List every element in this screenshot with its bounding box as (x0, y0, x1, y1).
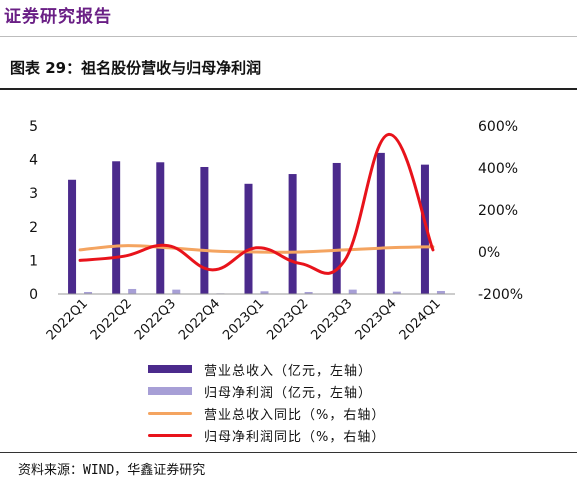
category-label: 2022Q4 (176, 296, 223, 343)
revenue-bar (288, 174, 297, 294)
report-header: 证券研究报告 (4, 7, 112, 27)
left-tick-label: 4 (29, 153, 38, 169)
legend-swatch-revenue-yoy (148, 411, 192, 415)
title-divider (0, 88, 577, 90)
left-tick-label: 3 (29, 186, 38, 202)
header-divider (0, 36, 577, 37)
net-profit-bar (260, 291, 269, 294)
source-note: 资料来源：WIND，华鑫证券研究 (18, 463, 206, 478)
legend-label: 归母净利润同比（%，右轴） (204, 429, 386, 445)
legend-swatch-net-profit (148, 387, 192, 395)
footer-divider (0, 452, 577, 453)
revenue-bar (112, 161, 121, 294)
net-profit-bar (128, 288, 137, 294)
net-profit-bar (348, 289, 357, 294)
category-label: 2023Q2 (264, 296, 311, 343)
category-label: 2024Q1 (397, 296, 444, 343)
revenue-bar (156, 162, 165, 294)
legend-item: 营业总收入同比（%，右轴） (148, 402, 385, 424)
left-tick-label: 0 (29, 287, 38, 303)
category-label: 2022Q2 (88, 296, 135, 343)
revenue-bar (420, 164, 429, 294)
revenue-bar (244, 183, 253, 294)
left-tick-label: 2 (29, 220, 38, 236)
chart: 012345-200%0%200%400%600%2022Q12022Q2202… (29, 119, 523, 343)
legend-item: 归母净利润（亿元，左轴） (148, 380, 385, 402)
right-tick-label: -200% (478, 287, 523, 303)
revenue-bar (376, 152, 385, 294)
net-profit-yoy-line (78, 132, 435, 275)
revenue-bar (332, 162, 341, 294)
category-label: 2022Q1 (44, 296, 91, 343)
net-profit-bar (436, 290, 445, 294)
legend-swatch-revenue (148, 365, 192, 373)
revenue-bar (68, 179, 77, 294)
net-profit-bar (172, 289, 181, 294)
legend-label: 归母净利润（亿元，左轴） (204, 385, 373, 401)
left-tick-label: 1 (29, 253, 38, 269)
revenue-bar (200, 166, 209, 294)
right-tick-label: 200% (478, 203, 518, 219)
right-tick-label: 0% (478, 245, 500, 261)
category-label: 2022Q3 (132, 296, 179, 343)
category-label: 2023Q1 (220, 296, 267, 343)
right-tick-label: 400% (478, 161, 518, 177)
figure-title: 图表 29：祖名股份营收与归母净利润 (10, 59, 262, 77)
net-profit-bar (84, 291, 93, 294)
net-profit-bar (392, 291, 401, 294)
legend-label: 营业总收入（亿元，左轴） (204, 363, 373, 379)
legend-swatch-net-profit-yoy (148, 433, 192, 437)
right-tick-label: 600% (478, 119, 518, 135)
category-label: 2023Q4 (353, 296, 400, 343)
left-tick-label: 5 (29, 119, 38, 135)
legend-item: 营业总收入（亿元，左轴） (148, 358, 385, 380)
net-profit-bar (304, 291, 313, 294)
legend-item: 归母净利润同比（%，右轴） (148, 424, 385, 446)
legend: 营业总收入（亿元，左轴） 归母净利润（亿元，左轴） 营业总收入同比（%，右轴） … (148, 358, 385, 446)
legend-label: 营业总收入同比（%，右轴） (204, 407, 386, 423)
category-label: 2023Q3 (308, 296, 355, 343)
revenue-yoy-line (78, 244, 435, 254)
